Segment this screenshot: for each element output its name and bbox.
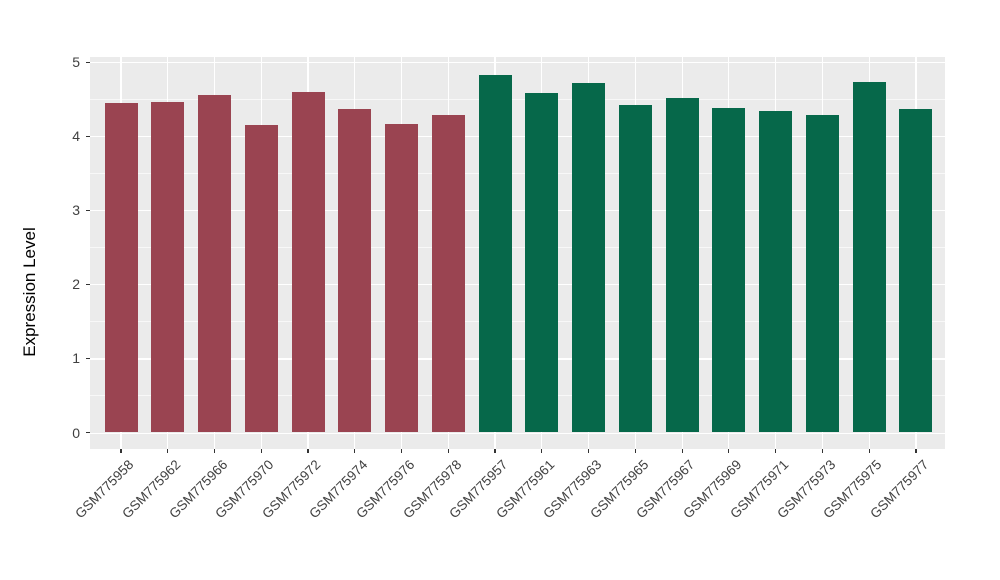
minor-gridline xyxy=(90,395,945,397)
bar-GSM775962 xyxy=(151,102,185,433)
bar-GSM775976 xyxy=(385,123,419,433)
bar-GSM775961 xyxy=(525,93,559,433)
minor-gridline xyxy=(90,321,945,323)
bar-GSM775977 xyxy=(899,108,933,433)
minor-gridline xyxy=(90,99,945,101)
y-axis-tick xyxy=(86,209,90,211)
minor-gridline xyxy=(90,247,945,249)
x-axis-tick xyxy=(541,449,543,453)
y-tick-label: 3 xyxy=(72,202,80,219)
bar-GSM775975 xyxy=(852,82,886,433)
y-tick-label: 4 xyxy=(72,128,80,145)
bar-GSM775957 xyxy=(478,74,512,433)
bar-GSM775969 xyxy=(712,107,746,433)
y-tick-label: 2 xyxy=(72,276,80,293)
y-tick-label: 0 xyxy=(72,424,80,441)
minor-gridline xyxy=(90,173,945,175)
y-tick-label: 5 xyxy=(72,54,80,70)
x-axis-tick xyxy=(915,449,917,453)
bar-GSM775965 xyxy=(618,104,652,433)
bar-GSM775972 xyxy=(291,92,325,433)
x-axis-tick xyxy=(167,449,169,453)
bar-GSM775978 xyxy=(431,115,465,433)
x-axis-tick xyxy=(120,449,122,453)
major-gridline xyxy=(90,210,945,212)
y-axis-tick xyxy=(86,283,90,285)
x-axis-tick xyxy=(260,449,262,453)
y-tick-label: 1 xyxy=(72,350,80,367)
bar-GSM775970 xyxy=(244,124,278,433)
x-axis-tick xyxy=(447,449,449,453)
major-gridline xyxy=(90,284,945,286)
x-axis-tick xyxy=(494,449,496,453)
bar-GSM775974 xyxy=(338,109,372,433)
y-axis-tick xyxy=(86,61,90,63)
bar-GSM775967 xyxy=(665,98,699,433)
bar-GSM775958 xyxy=(104,103,138,433)
major-gridline xyxy=(90,358,945,360)
x-axis-tick xyxy=(868,449,870,453)
x-axis-tick xyxy=(400,449,403,453)
x-axis-tick xyxy=(728,449,730,453)
y-axis-tick xyxy=(86,432,90,434)
bar-GSM775966 xyxy=(198,95,232,433)
x-axis-tick xyxy=(588,449,590,453)
x-axis-tick xyxy=(775,449,777,453)
x-axis-tick xyxy=(354,449,356,453)
y-axis-tick xyxy=(86,357,90,360)
x-axis-tick xyxy=(307,449,309,453)
major-gridline xyxy=(90,62,945,64)
bar-GSM775971 xyxy=(759,110,793,433)
x-axis-tick xyxy=(681,449,683,453)
x-axis-tick xyxy=(634,449,636,453)
y-axis-tick xyxy=(86,135,90,137)
major-gridline xyxy=(90,136,945,138)
bar-GSM775973 xyxy=(805,115,839,433)
plot-panel xyxy=(90,57,945,449)
major-gridline xyxy=(90,432,945,434)
bar-GSM775963 xyxy=(572,82,606,433)
x-axis-tick xyxy=(213,449,216,453)
y-axis-title-text: Expression Level xyxy=(20,227,39,357)
x-axis-tick xyxy=(821,449,823,453)
